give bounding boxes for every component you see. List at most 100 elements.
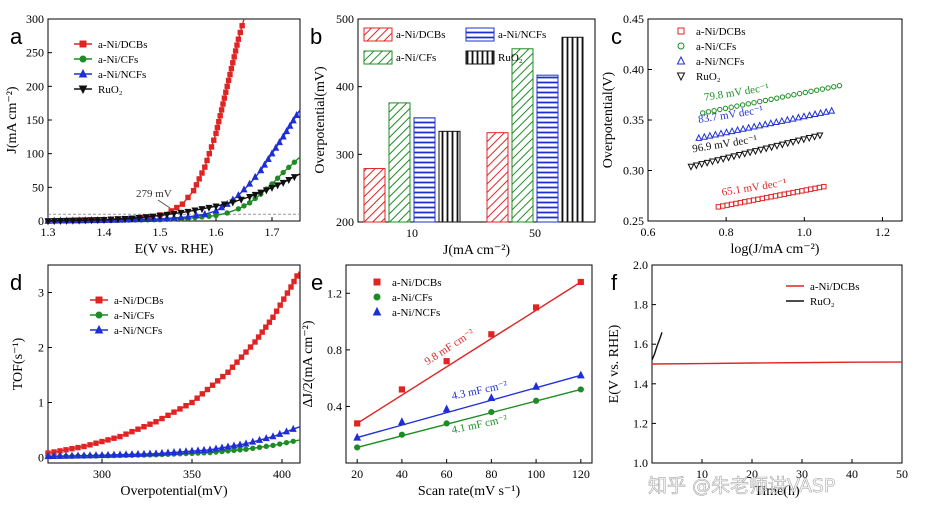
data-point [135, 426, 141, 432]
x-axis-label: Scan rate(mV s⁻¹) [418, 484, 521, 499]
data-point [263, 324, 269, 330]
data-point [215, 378, 221, 384]
x-tick-label: 400 [273, 467, 291, 481]
data-point [773, 142, 781, 150]
data-point [745, 123, 753, 131]
panel-d-tof: 300 350 400 0 1 2 3 Overpotential(mV) TOF(s⁻¹) d a… [10, 264, 301, 499]
data-point [229, 364, 236, 370]
data-point [98, 450, 106, 458]
data-point [746, 149, 754, 157]
data-point [50, 451, 58, 459]
data-point [822, 107, 830, 115]
data-point [783, 115, 791, 123]
data-point [277, 441, 283, 447]
data-point [194, 395, 200, 401]
data-point [152, 449, 160, 457]
x-tick-label: 1.2 [875, 225, 890, 239]
data-point [225, 369, 231, 375]
data-point [171, 409, 177, 415]
data-point [74, 451, 82, 459]
legend-label: a-Ni/CFs [114, 310, 154, 322]
data-point [105, 437, 111, 443]
data-point [252, 339, 258, 345]
y-tick-label: 0 [38, 214, 44, 228]
legend-swatch [465, 50, 495, 65]
data-point [816, 184, 823, 191]
data-point [212, 203, 220, 211]
data-point [577, 386, 584, 393]
data-point [811, 110, 819, 118]
data-point [805, 135, 813, 143]
data-point [739, 124, 747, 132]
data-point [177, 213, 185, 221]
panel-f-stability: 10 20 30 40 50 1.0 1.2 1.4 1.6 1.8 2.0 Time(h) E(V v… [607, 258, 908, 499]
x-tick-label: 30 [796, 467, 808, 481]
data-point [165, 412, 171, 419]
y-tick-label: 0.40 [623, 63, 644, 77]
legend-swatch [465, 27, 495, 42]
data-point [135, 214, 143, 222]
y-tick-label: 1 [38, 396, 44, 410]
y-tick-label: 200 [26, 79, 44, 93]
y-axis-label: E(V vs. RHE) [607, 324, 622, 403]
data-point [532, 397, 540, 404]
data-point [209, 382, 216, 388]
bar [536, 74, 559, 223]
data-point [779, 94, 786, 100]
x-tick-label: 1.3 [41, 225, 56, 239]
data-point [742, 199, 748, 205]
x-axis-label: J(mA cm⁻²) [443, 243, 511, 258]
data-point [212, 444, 220, 452]
legend-marker [95, 311, 103, 319]
data-point [759, 195, 765, 202]
data-point [274, 182, 282, 190]
data-point [283, 439, 290, 446]
data-point [170, 210, 178, 218]
data-point [768, 144, 776, 152]
data-point [279, 179, 287, 187]
x-tick-label: 40 [846, 467, 858, 481]
legend-label: RuO₂ [98, 84, 123, 96]
data-point [720, 203, 726, 209]
data-point [828, 106, 836, 114]
data-point [220, 373, 226, 380]
data-point [724, 202, 730, 208]
data-point [153, 419, 159, 425]
data-point [251, 172, 259, 180]
data-point [261, 160, 269, 168]
y-axis-label: TOF(s⁻¹) [11, 337, 26, 390]
data-point [730, 153, 738, 161]
y-tick-label: 0.35 [623, 113, 644, 127]
data-point [229, 199, 237, 207]
data-point [44, 218, 52, 226]
data-point [275, 138, 283, 146]
y-tick-label: 1.2 [327, 286, 342, 300]
data-point [234, 42, 240, 48]
data-point [291, 278, 297, 285]
data-point [224, 442, 232, 450]
data-point [205, 204, 213, 212]
legend-marker [79, 55, 87, 63]
y-tick-label: 2 [38, 341, 44, 355]
data-point [717, 106, 723, 113]
data-point [199, 170, 205, 176]
legend-marker [373, 293, 381, 301]
data-point [198, 206, 206, 214]
data-point [99, 438, 105, 445]
data-point [80, 451, 88, 459]
data-point [184, 208, 192, 216]
data-point [220, 101, 226, 107]
data-point [274, 175, 281, 181]
data-point [104, 450, 112, 458]
data-point [142, 214, 150, 222]
data-point [722, 128, 730, 136]
legend-marker [677, 42, 685, 50]
data-point [194, 446, 202, 454]
data-point [188, 446, 196, 454]
data-point [733, 200, 739, 207]
data-point [213, 130, 219, 137]
data-point [756, 98, 763, 105]
data-point [282, 427, 291, 435]
legend-marker [94, 324, 104, 334]
data-point [246, 179, 254, 187]
